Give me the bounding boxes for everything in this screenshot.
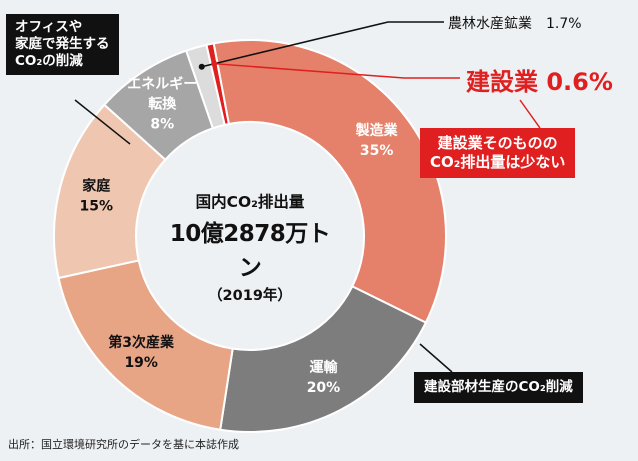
office-callout-line-2: 家庭で発生する	[15, 35, 110, 52]
source-note: 出所：国立環境研究所のデータを基に本誌作成	[8, 438, 239, 451]
slice-label-5-line-1: 運輸	[309, 359, 338, 376]
construction-callout-pointer	[519, 99, 541, 129]
materials-callout: 建設部材生産のCO₂削減	[414, 372, 583, 403]
slice-value-5: 20%	[307, 380, 341, 396]
construction-callout-line-1: 建設業そのものの	[437, 134, 558, 152]
slice-label-4-line-1: 製造業	[355, 122, 399, 139]
construction-callout-line-2: CO₂排出量は少ない	[430, 152, 566, 171]
center-title: 国内CO₂排出量	[195, 193, 305, 211]
donut-center: 国内CO₂排出量 10億2878万トン （2019年）	[165, 190, 335, 305]
office-callout-line-1: オフィスや	[15, 19, 83, 35]
construction-callout: 建設業そのものの CO₂排出量は少ない	[420, 128, 576, 178]
slice-6	[57, 259, 234, 431]
agriculture-label: 農林水産鉱業 1.7%	[448, 16, 582, 32]
center-year: （2019年）	[208, 288, 292, 304]
slice-label-1-line-2: 転換	[148, 95, 177, 112]
center-value: 10億2878万トン	[169, 221, 331, 281]
construction-label: 建設業 0.6%	[466, 68, 613, 96]
office-callout-line-3: CO₂の削減	[15, 52, 83, 69]
slice-value-7: 15%	[80, 198, 114, 214]
slice-label-6-line-1: 第3次産業	[108, 334, 175, 351]
slice-7	[53, 103, 167, 280]
slice-value-1: 8%	[150, 116, 174, 132]
office-callout-pointer	[74, 99, 131, 145]
slice-label-1-line-1: エネルギー	[127, 75, 197, 92]
slice-value-4: 35%	[360, 143, 394, 159]
agriculture-leader	[201, 21, 444, 68]
slice-label-7-line-1: 家庭	[82, 177, 111, 194]
office-household-callout: オフィスや 家庭で発生する CO₂の削減	[6, 14, 119, 75]
slices-group	[53, 39, 447, 433]
leader-lines	[74, 21, 541, 373]
slice-value-6: 19%	[124, 355, 158, 371]
slice-4	[212, 39, 447, 324]
slice-5	[219, 285, 428, 433]
materials-callout-pointer	[419, 343, 453, 373]
construction-leader	[214, 62, 460, 79]
